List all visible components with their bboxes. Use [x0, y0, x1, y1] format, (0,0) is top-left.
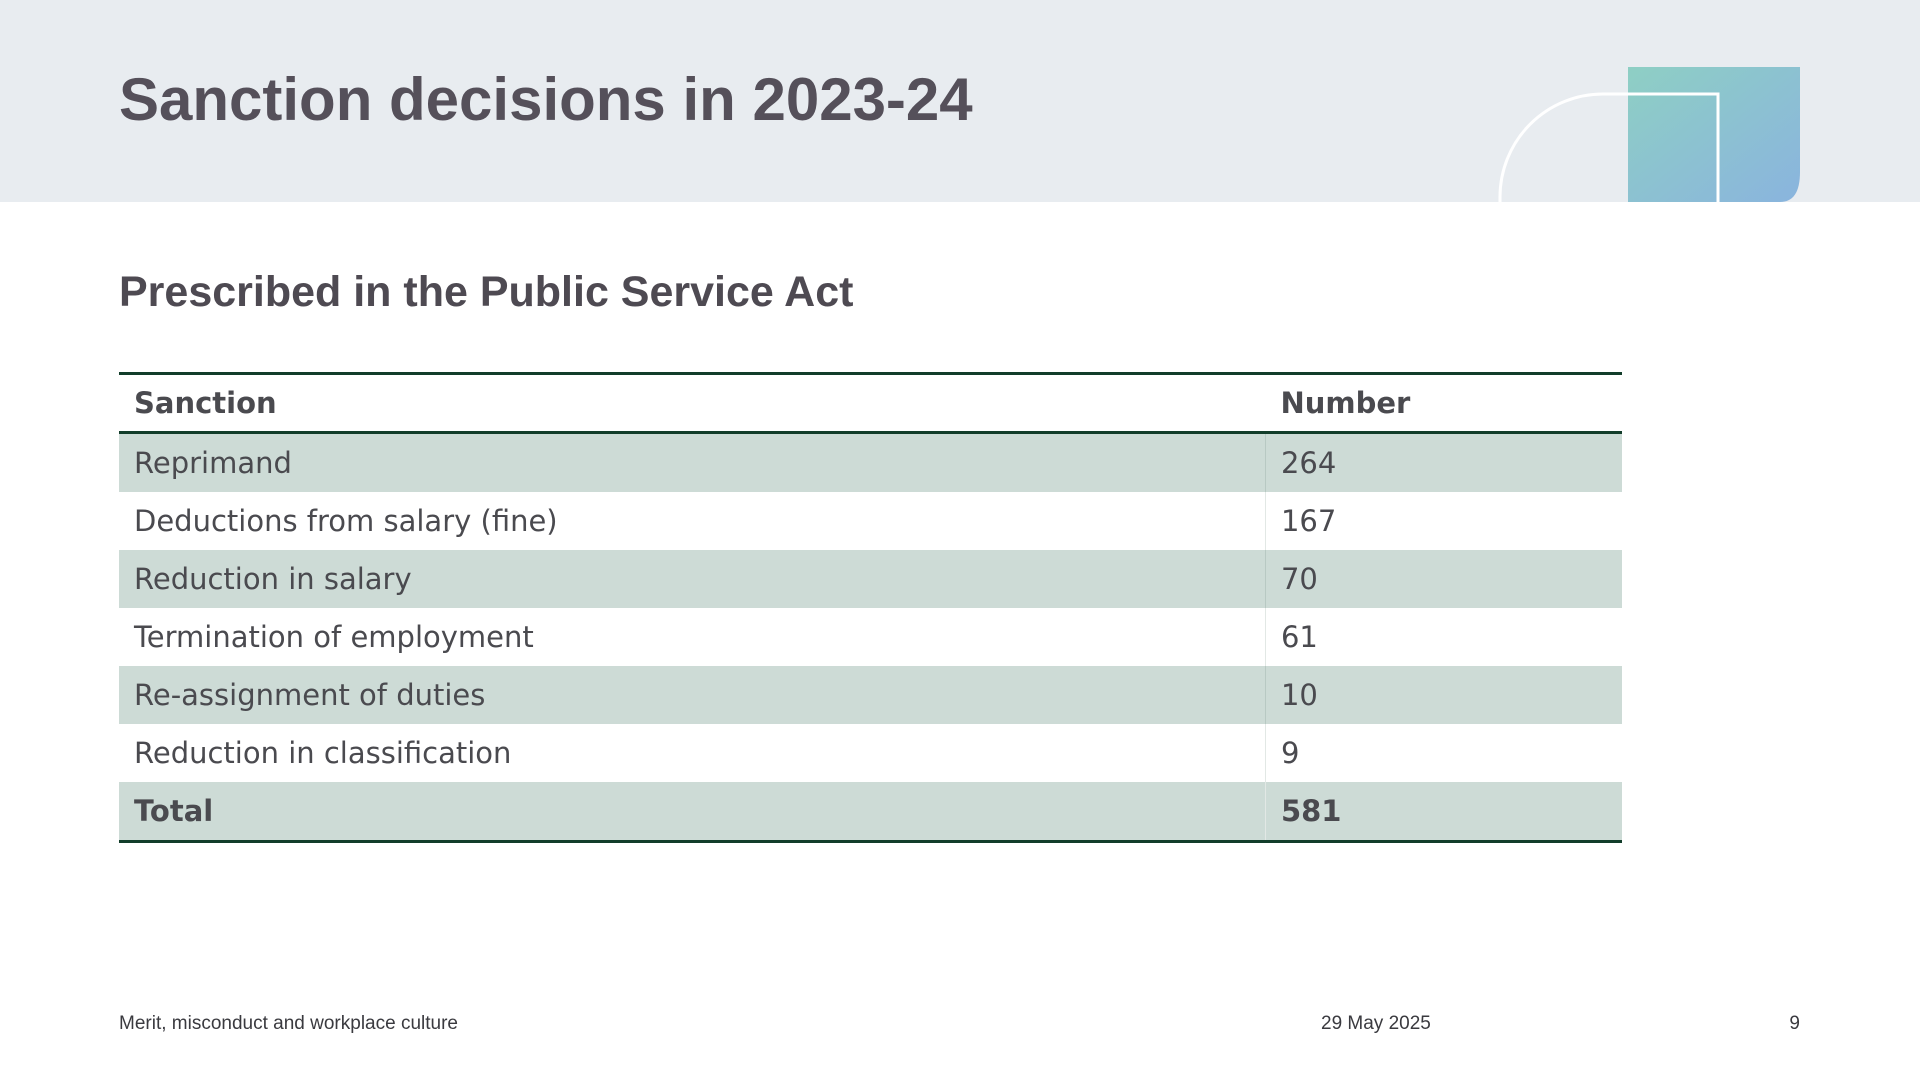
table-row: Reduction in salary 70 [119, 550, 1622, 608]
sanction-cell: Reduction in classification [134, 736, 512, 770]
total-number: 581 [1264, 782, 1622, 842]
footer-presentation-title: Merit, misconduct and workplace culture [119, 1013, 458, 1034]
accent-arc [1498, 92, 1720, 202]
sanction-cell: Termination of employment [134, 620, 534, 654]
sanction-cell: Reduction in salary [119, 550, 1266, 608]
number-cell: 167 [1264, 492, 1622, 550]
table-row: Reduction in classification 9 [119, 724, 1622, 782]
footer-date: 29 May 2025 [1321, 1013, 1431, 1034]
sanction-table: Sanction Number Reprimand 264 Deductions… [119, 372, 1622, 843]
column-header-number: Number [1265, 373, 1622, 434]
sanction-cell: Reprimand [119, 432, 1266, 492]
slide-title: Sanction decisions in 2023-24 [119, 66, 973, 133]
number-cell: 70 [1264, 550, 1622, 608]
column-header-sanction: Sanction [119, 373, 1266, 434]
number-cell: 10 [1264, 666, 1622, 724]
number-cell: 61 [1264, 608, 1622, 666]
table-header-row: Sanction Number [119, 373, 1622, 434]
total-label: Total [119, 782, 1266, 842]
table-subtitle: Prescribed in the Public Service Act [119, 268, 854, 316]
table-row: Re-assignment of duties 10 [119, 666, 1622, 724]
sanction-cell: Re-assignment of duties [119, 666, 1266, 724]
table-row: Deductions from salary (fine) 167 [119, 492, 1622, 550]
table-row: Reprimand 264 [119, 432, 1622, 492]
decorative-graphic [1498, 67, 1800, 202]
sanction-cell: Deductions from salary (fine) [134, 504, 558, 538]
table-row: Termination of employment 61 [119, 608, 1622, 666]
total-row: Total 581 [119, 782, 1622, 842]
number-cell: 264 [1264, 432, 1622, 492]
accent-block [1628, 67, 1800, 202]
number-cell: 9 [1264, 724, 1622, 782]
footer-page-number: 9 [1789, 1013, 1800, 1034]
header-band [0, 0, 1920, 202]
